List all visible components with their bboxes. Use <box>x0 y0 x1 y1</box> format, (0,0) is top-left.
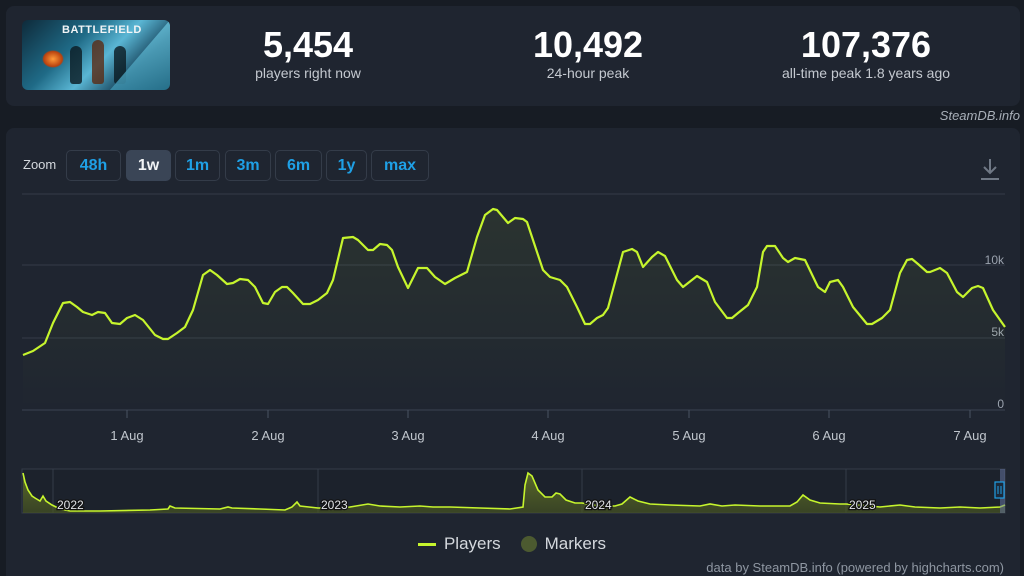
current-players-value: 5,454 <box>262 24 354 65</box>
navigator-tick-2022: 2022 <box>57 498 84 512</box>
x-tick-5-aug: 5 Aug <box>672 428 705 443</box>
x-tick-2-aug: 2 Aug <box>251 428 284 443</box>
stat-all-time-peak: 107,376 all-time peak 1.8 years ago <box>756 26 976 82</box>
all-time-peak-value: 107,376 <box>800 24 932 65</box>
soldier-figure <box>70 46 82 84</box>
navigator[interactable]: 2022 2023 2024 2025 <box>21 468 1006 514</box>
players-area <box>23 209 1005 410</box>
navigator-area <box>23 473 1005 513</box>
navigator-tick-2025: 2025 <box>849 498 876 512</box>
x-tick-4-aug: 4 Aug <box>531 428 564 443</box>
navigator-tick-2024: 2024 <box>585 498 612 512</box>
zoom-max-button[interactable]: max <box>371 150 429 181</box>
peak-24h-label: 24-hour peak <box>546 65 630 81</box>
players-line <box>22 207 1006 357</box>
stat-current-players: 5,454 players right now <box>228 26 388 82</box>
chart-legend: Players Markers <box>0 534 1024 554</box>
all-time-peak-label: all-time peak 1.8 years ago <box>781 65 951 81</box>
fire-decoration <box>42 50 64 68</box>
game-logo-text: BATTLEFIELD <box>62 24 142 36</box>
soldier-figure <box>114 46 126 84</box>
highcharts-credit-link[interactable]: data by SteamDB.info (powered by highcha… <box>706 560 1004 575</box>
zoom-label: Zoom <box>23 157 57 172</box>
x-tick-3-aug: 3 Aug <box>391 428 424 443</box>
zoom-1m-button[interactable]: 1m <box>175 150 220 181</box>
markers-dot-icon <box>520 536 537 552</box>
navigator-handle[interactable] <box>994 481 1005 499</box>
game-cover-image[interactable]: BATTLEFIELD <box>22 20 170 90</box>
legend-item-markers[interactable]: Markers <box>520 534 607 554</box>
x-tick-1-aug: 1 Aug <box>110 428 143 443</box>
legend-players-label: Players <box>443 534 501 553</box>
zoom-3m-button[interactable]: 3m <box>225 150 271 181</box>
legend-markers-label: Markers <box>544 534 607 553</box>
steamdb-credit-link[interactable]: SteamDB.info <box>939 108 1020 123</box>
players-line-icon <box>417 542 436 546</box>
navigator-line <box>22 471 1006 512</box>
stats-panel: BATTLEFIELD 5,454 players right now 10,4… <box>6 6 1020 106</box>
zoom-48h-button[interactable]: 48h <box>66 150 121 181</box>
legend-item-players[interactable]: Players <box>417 534 501 554</box>
peak-24h-value: 10,492 <box>532 24 644 65</box>
current-players-label: players right now <box>255 65 361 81</box>
navigator-tick-2023: 2023 <box>321 498 348 512</box>
zoom-1w-button[interactable]: 1w <box>126 150 171 181</box>
y-tick-10k: 10k <box>985 253 1005 267</box>
download-icon[interactable] <box>978 156 1002 182</box>
zoom-1y-button[interactable]: 1y <box>326 150 367 181</box>
soldier-figure <box>92 40 104 84</box>
stat-24h-peak: 10,492 24-hour peak <box>508 26 668 82</box>
x-axis-ticks <box>126 410 971 418</box>
x-tick-7-aug: 7 Aug <box>953 428 986 443</box>
zoom-6m-button[interactable]: 6m <box>275 150 322 181</box>
x-tick-6-aug: 6 Aug <box>812 428 845 443</box>
